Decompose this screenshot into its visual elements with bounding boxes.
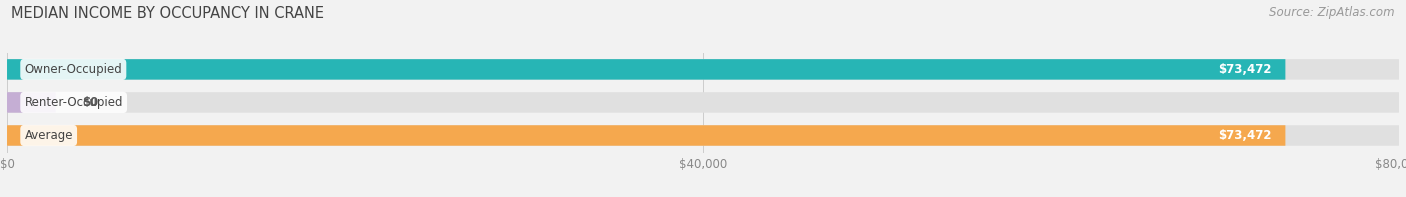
Text: $73,472: $73,472 — [1218, 129, 1271, 142]
Text: $73,472: $73,472 — [1218, 63, 1271, 76]
Text: Renter-Occupied: Renter-Occupied — [24, 96, 122, 109]
FancyBboxPatch shape — [7, 125, 1399, 146]
Text: Source: ZipAtlas.com: Source: ZipAtlas.com — [1270, 6, 1395, 19]
FancyBboxPatch shape — [7, 59, 1399, 80]
Text: $0: $0 — [82, 96, 98, 109]
FancyBboxPatch shape — [7, 125, 1285, 146]
FancyBboxPatch shape — [7, 92, 1399, 113]
FancyBboxPatch shape — [7, 92, 56, 113]
FancyBboxPatch shape — [7, 59, 1285, 80]
Text: Average: Average — [24, 129, 73, 142]
Text: Owner-Occupied: Owner-Occupied — [24, 63, 122, 76]
Text: MEDIAN INCOME BY OCCUPANCY IN CRANE: MEDIAN INCOME BY OCCUPANCY IN CRANE — [11, 6, 325, 21]
